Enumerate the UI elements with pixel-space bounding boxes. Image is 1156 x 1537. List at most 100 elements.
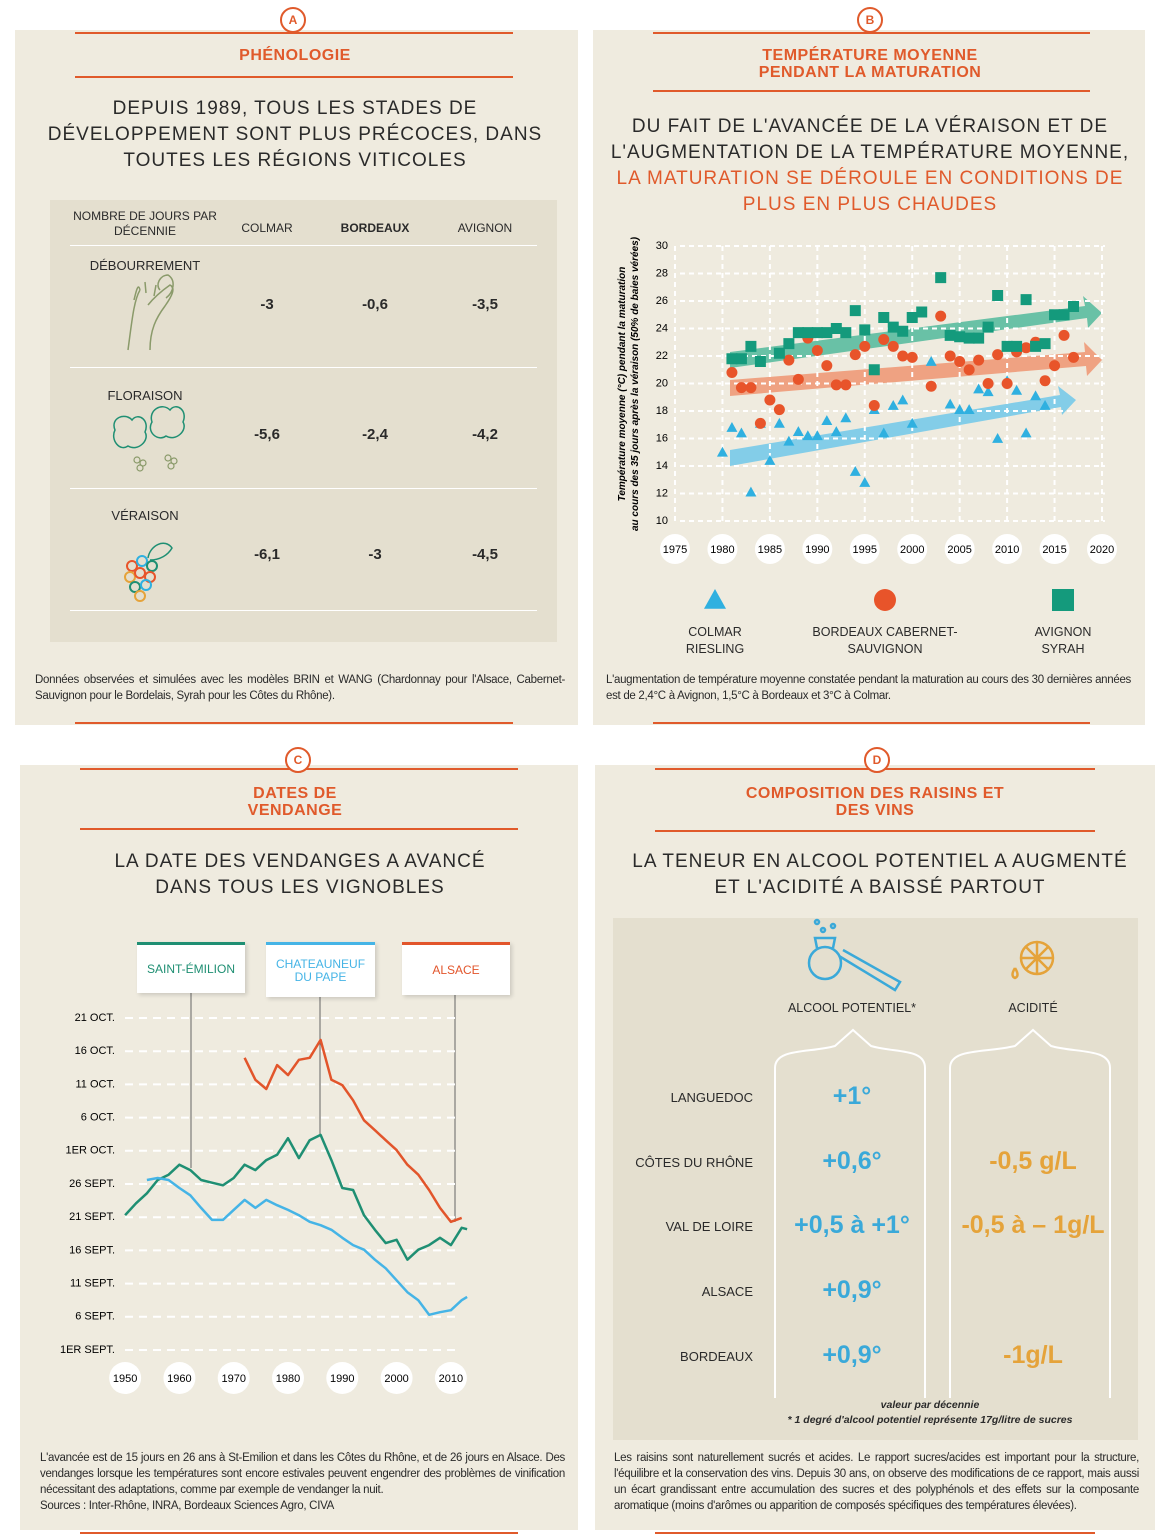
headline: DU FAIT DE L'AVANCÉE DE LA VÉRAISON ET D… [605,114,1135,218]
data-point [821,360,832,371]
rule [80,1532,518,1534]
data-point [736,382,747,393]
column-header: NOMBRE DE JOURS PAR DÉCENNIE [65,209,225,239]
data-point [774,348,785,359]
data-point [764,395,775,406]
data-point [983,322,994,333]
footnote-text: L'avancée est de 15 jours en 26 ans à St… [40,1452,565,1496]
data-point [859,341,870,352]
data-point [802,327,813,338]
data-point [793,374,804,385]
y-tick-label: 18 [656,405,668,417]
data-point [897,351,908,362]
table-value: -0,5 g/L [933,1147,1133,1176]
data-point [869,364,880,375]
rule [655,1532,1095,1534]
data-point [1002,341,1013,352]
data-point [954,404,965,414]
y-tick-label: 14 [656,460,668,472]
data-point [726,353,737,364]
headline-highlight: LA MATURATION SE DÉROULE EN CONDITIONS D… [617,168,1124,215]
data-point [983,378,994,389]
data-point [935,311,946,322]
table-value: -2,4 [325,426,425,443]
data-point [859,477,870,487]
x-tick-label: 2010 [439,1373,463,1385]
data-point [802,430,813,440]
data-point [869,400,880,411]
data-point [1049,360,1060,371]
data-point [992,349,1003,360]
badge: D [864,747,890,773]
badge: C [285,747,311,773]
y-tick-label: 1ER OCT. [65,1145,115,1157]
callout-connectors [191,990,455,1222]
data-point [907,352,918,363]
data-point [1002,378,1013,389]
footnote: L'avancée est de 15 jours en 26 ans à St… [40,1450,565,1514]
data-point [973,384,984,394]
row-separator [70,488,537,489]
data-point [736,428,747,438]
data-point [878,334,889,345]
data-point [945,399,956,409]
series-line [125,1135,467,1260]
row-separator [70,610,537,611]
data-point [726,422,737,432]
x-tick-label: 2015 [1042,544,1066,556]
y-tick-label: 10 [656,515,668,527]
table-value: -0,5 à – 1g/L [933,1211,1133,1240]
sources: Sources : Inter-Rhône, INRA, Bordeaux Sc… [40,1500,334,1512]
data-point [793,426,804,436]
data-point [1040,375,1051,386]
x-tick-label: 2020 [1090,544,1114,556]
data-point [850,305,861,316]
table-value: -5,6 [217,426,317,443]
row-separator [70,367,537,368]
data-point [897,395,908,405]
table-value: +0,9° [752,1341,952,1370]
y-tick-label: 21 OCT. [75,1012,115,1024]
row-label: DÉBOURREMENT [65,258,225,273]
y-tick-label: 16 OCT. [75,1045,115,1057]
badge: B [857,7,883,33]
x-tick-label: 1980 [710,544,734,556]
data-point [1049,309,1060,320]
y-tick-label: 24 [656,322,668,334]
x-tick-label: 2010 [995,544,1019,556]
panel-title: COMPOSITION DES RAISINS ET DES VINS [735,785,1015,819]
table-value: +0,9° [752,1276,952,1305]
data-point [793,327,804,338]
x-tick-label: 1970 [221,1373,245,1385]
table-value: -0,6 [325,296,425,313]
rule [653,90,1090,92]
data-point [954,356,965,367]
legend-item: CHATEAUNEUF DU PAPE [266,942,375,997]
data-point [1068,352,1079,363]
table-value: +1° [752,1082,952,1111]
x-tick-label: 1950 [113,1373,137,1385]
legend-item: ALSACE [402,942,510,995]
data-point [821,415,832,425]
y-axis-label: Température moyenne (°C) pendant la matu… [617,236,641,531]
data-point [945,351,956,362]
data-point [1059,330,1070,341]
rule [653,722,1090,724]
x-tick-label: 1975 [663,544,687,556]
data-point [812,345,823,356]
footnote-line: * 1 degré d'alcool potentiel représente … [700,1413,1156,1428]
phenology-icons [0,0,578,725]
y-tick-label: 11 OCT. [75,1078,115,1090]
data-point [1030,390,1041,400]
data-point [897,326,908,337]
row-separator [70,245,537,246]
x-tick-label: 2000 [384,1373,408,1385]
y-tick-label: 21 SEPT. [69,1211,115,1223]
data-point [840,379,851,390]
table-value: -1g/L [933,1341,1133,1370]
rule [655,830,1095,832]
data-point [774,404,785,415]
data-point [888,341,899,352]
y-tick-label: 6 SEPT. [75,1311,115,1323]
data-point [850,466,861,476]
